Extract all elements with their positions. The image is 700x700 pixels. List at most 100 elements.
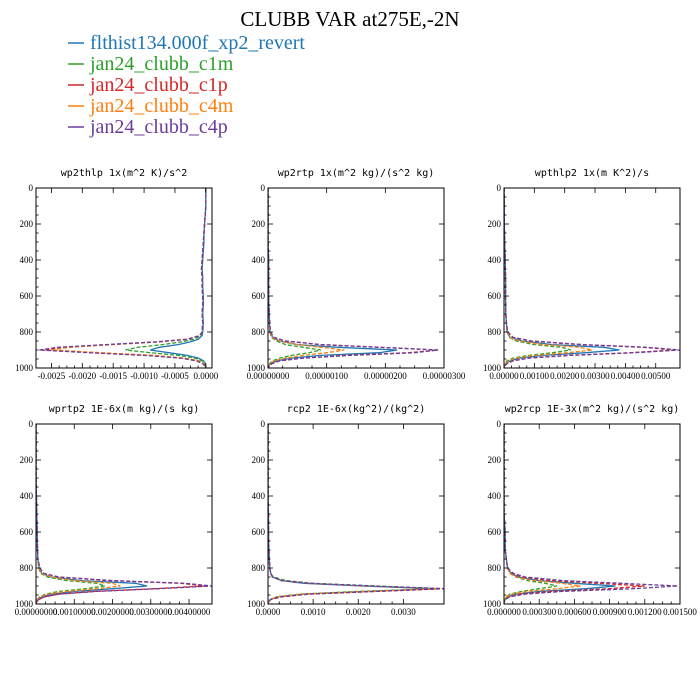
x-tick-label: 0.00500 [641,371,671,381]
y-tick-label: 400 [20,255,34,265]
series-line [36,424,106,604]
x-tick-label: 0.00400 [611,371,641,381]
y-tick-label: 0 [261,183,266,193]
series-line [504,424,581,604]
panels: wp2thlp 1x(m^2 K)/s^2 0 200 400 600 800 1000 -0… [15,168,698,617]
x-tick-label: 0.000000 [487,607,521,617]
y-tick-label: 1000 [483,363,502,373]
legend-entry: jan24_clubb_c4p [68,116,228,138]
y-tick-label: 600 [488,291,502,301]
series-group [268,424,444,604]
x-tick-label: -0.0020 [68,371,96,381]
x-tick-label: 0.00000200 [364,371,407,381]
y-tick-label: 400 [252,255,266,265]
x-tick-label: 0.000900 [593,607,627,617]
y-tick-label: 800 [20,327,34,337]
panel: wprtp2 1E-6x(m kg)/(s kg) 0 200 400 600 800 10… [15,404,213,617]
y-tick-label: 600 [488,527,502,537]
series-line [36,424,148,604]
x-tick-label: 0.00000000 [15,607,58,617]
y-tick-label: 1000 [247,599,266,609]
series-line [268,188,439,368]
y-tick-label: 800 [488,563,502,573]
legend-entry: jan24_clubb_c1p [68,74,228,96]
series-line [36,424,212,604]
legend-label: jan24_clubb_c4p [89,116,228,138]
y-tick-label: 400 [252,491,266,501]
x-tick-label: -0.0010 [130,371,158,381]
y-tick-label: 600 [252,291,266,301]
series-line [504,424,678,604]
legend-entry: jan24_clubb_c4m [68,95,234,117]
y-tick-label: 800 [252,327,266,337]
y-tick-label: 0 [261,419,266,429]
y-tick-label: 0 [497,419,502,429]
legend-label: flthist134.000f_xp2_revert [90,32,305,54]
x-tick-label: 0.000300 [522,607,556,617]
y-tick-label: 200 [488,219,502,229]
panel-title: wp2thlp 1x(m^2 K)/s^2 [61,168,187,179]
series-line [268,424,444,604]
series-line [504,424,616,604]
y-tick-label: 800 [20,563,34,573]
panel-title: wp2rtp 1x(m^2 kg)/(s^2 kg) [278,168,435,179]
x-tick-label: -0.0015 [99,371,127,381]
panel: wp2rtp 1x(m^2 kg)/(s^2 kg) 0 200 400 600 800 1… [247,168,466,381]
y-tick-label: 1000 [15,599,34,609]
series-line [504,188,680,368]
panel-title: wprtp2 1E-6x(m kg)/(s kg) [49,404,200,415]
y-tick-label: 1000 [15,363,34,373]
y-tick-label: 400 [488,255,502,265]
series-line [268,188,345,368]
series-group [38,188,207,368]
y-tick-label: 400 [20,491,34,501]
y-tick-label: 1000 [483,599,502,609]
series-line [150,188,207,368]
y-tick-label: 0 [29,183,34,193]
y-tick-label: 200 [20,455,34,465]
series-line [268,188,321,368]
x-tick-label: 0.00100000 [53,607,96,617]
series-line [268,424,440,604]
y-tick-label: 800 [488,327,502,337]
panel: wp2rcp 1E-3x(m^2 kg)/(s^2 kg)0 200 400 600 8… [483,404,697,617]
panel: wpthlp2 1x(m K^2)/s020040060080010000.00… [483,168,681,381]
x-tick-label: 0.00200 [550,371,580,381]
series-line [268,424,440,604]
x-tick-label: -0.0005 [161,371,189,381]
y-tick-label: 600 [252,527,266,537]
series-line [38,188,207,368]
series-group [36,424,212,604]
series-line [268,424,444,604]
y-tick-label: 200 [488,455,502,465]
plot-frame [267,187,445,369]
x-tick-label: 0.000600 [558,607,592,617]
series-group [504,424,678,604]
x-tick-label: 0.0030 [391,607,416,617]
x-tick-label: 0.0020 [346,607,371,617]
x-tick-label: 0.00300 [580,371,610,381]
legend: flthist134.000f_xp2_revertjan24_clubb_c1… [68,32,305,138]
x-tick-label: 0.0000 [193,371,218,381]
figure-title: CLUBB VAR at275E,-2N [240,7,459,31]
series-group [268,188,439,368]
y-tick-label: 200 [20,219,34,229]
y-tick-label: 400 [488,491,502,501]
series-line [45,188,207,368]
x-tick-label: 0.001500 [663,607,697,617]
plot-frame [267,423,445,605]
y-tick-label: 800 [252,563,266,573]
x-tick-label: 0.00000300 [423,371,466,381]
legend-label: jan24_clubb_c1m [89,53,234,75]
legend-label: jan24_clubb_c4m [89,95,234,117]
x-tick-label: -0.0025 [38,371,66,381]
x-tick-label: 0.00000 [489,371,519,381]
y-tick-label: 600 [20,527,34,537]
series-line [268,188,439,368]
x-tick-label: 0.00400000 [168,607,211,617]
legend-entry: jan24_clubb_c1m [68,53,234,75]
panel: wp2thlp 1x(m^2 K)/s^2 0 200 400 600 800 1000 -0… [15,168,219,381]
x-tick-label: 0.00000100 [305,371,348,381]
y-tick-label: 200 [252,219,266,229]
legend-label: jan24_clubb_c1p [89,74,228,96]
